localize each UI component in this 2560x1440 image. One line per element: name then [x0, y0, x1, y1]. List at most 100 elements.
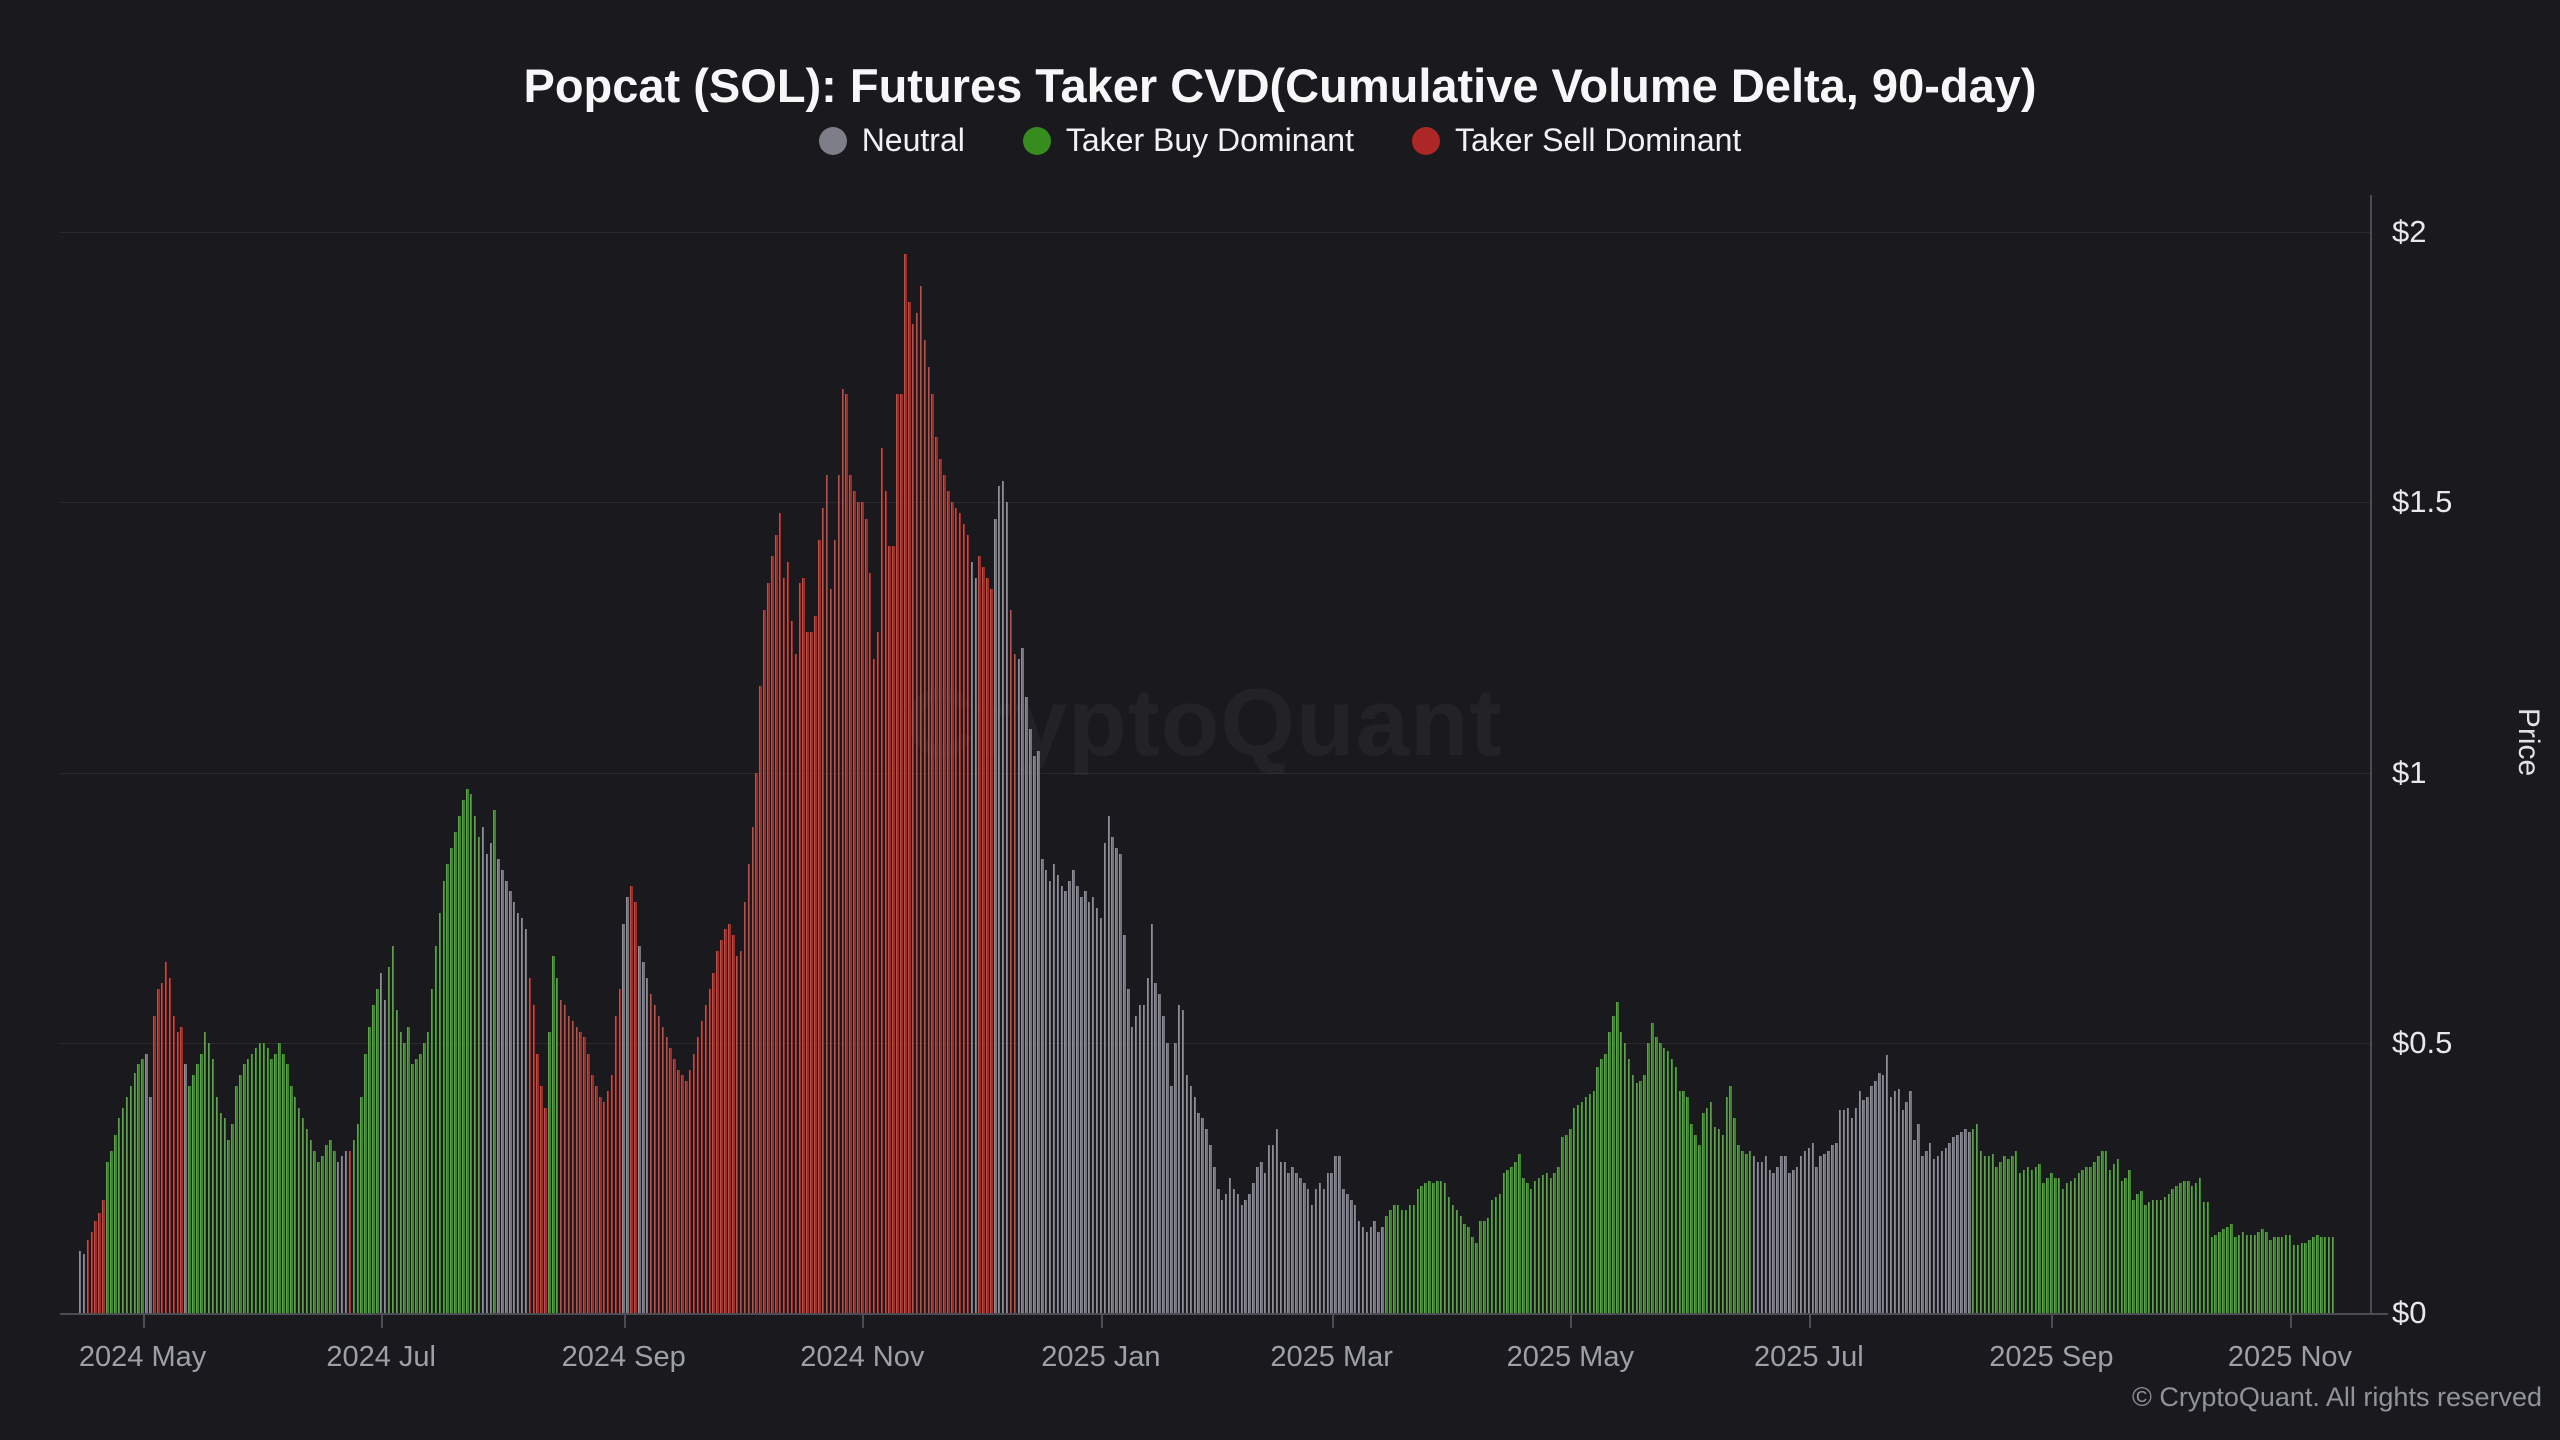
- neutral-price-bar: [1373, 1221, 1376, 1313]
- x-tick-label: 2025 Mar: [1270, 1341, 1393, 1373]
- neutral-price-bar: [383, 999, 387, 1313]
- buy-price-bar: [2288, 1234, 2292, 1313]
- buy-price-bar: [290, 1086, 293, 1313]
- buy-price-bar: [2140, 1191, 2143, 1313]
- sell-price-bar: [618, 988, 621, 1313]
- neutral-price-bar: [622, 923, 625, 1313]
- sell-price-bar: [771, 556, 774, 1313]
- neutral-price-bar: [1201, 1118, 1204, 1313]
- buy-price-bar: [2116, 1159, 2120, 1313]
- buy-price-bar: [2296, 1245, 2299, 1313]
- buy-price-bar: [415, 1059, 418, 1313]
- buy-price-bar: [2175, 1186, 2178, 1313]
- sell-price-bar: [876, 632, 880, 1313]
- neutral-price-bar: [1338, 1156, 1341, 1313]
- sell-price-bar: [915, 313, 919, 1313]
- buy-price-bar: [114, 1134, 117, 1313]
- buy-price-bar: [403, 1042, 406, 1314]
- legend-item-neutral: Neutral: [818, 122, 965, 159]
- buy-price-bar: [325, 1145, 328, 1313]
- buy-price-bar: [301, 1118, 305, 1313]
- buy-price-bar: [1541, 1175, 1545, 1313]
- sell-price-bar: [739, 950, 743, 1313]
- neutral-price-bar: [1369, 1226, 1372, 1313]
- neutral-price-bar: [1041, 859, 1044, 1313]
- neutral-price-bar: [336, 1161, 340, 1313]
- sell-price-bar: [872, 659, 876, 1313]
- neutral-price-bar: [184, 1064, 187, 1313]
- neutral-price-bar: [1842, 1110, 1846, 1313]
- buy-price-bar: [442, 880, 445, 1313]
- buy-price-bar: [2222, 1229, 2225, 1313]
- neutral-price-bar: [516, 913, 520, 1313]
- buy-price-bar: [1682, 1091, 1685, 1313]
- buy-price-bar: [309, 1140, 312, 1313]
- sell-price-bar: [904, 253, 907, 1313]
- buy-price-bar: [317, 1161, 320, 1313]
- neutral-price-bar: [1048, 880, 1052, 1313]
- neutral-price-bar: [1365, 1231, 1369, 1313]
- buy-price-bar: [2093, 1161, 2096, 1313]
- neutral-price-bar: [1925, 1150, 1928, 1313]
- neutral-price-bar: [1893, 1091, 1897, 1313]
- sell-price-bar: [681, 1075, 684, 1313]
- buy-price-bar: [2011, 1156, 2014, 1313]
- buy-price-bar: [2269, 1240, 2272, 1313]
- neutral-price-bar: [1033, 756, 1036, 1313]
- buy-price-bar: [266, 1048, 269, 1313]
- buy-price-bar: [1385, 1215, 1388, 1313]
- buy-price-bar: [493, 810, 496, 1313]
- sell-price-bar: [935, 437, 938, 1313]
- buy-price-bar: [1537, 1177, 1541, 1313]
- sell-price-bar: [610, 1075, 614, 1313]
- sell-price-bar: [661, 1026, 665, 1313]
- buy-price-bar: [215, 1096, 219, 1313]
- buy-price-bar: [2198, 1177, 2202, 1313]
- buy-price-bar: [1975, 1123, 1979, 1313]
- x-tick-label: 2025 Jan: [1041, 1341, 1161, 1373]
- buy-price-bar: [1612, 1015, 1615, 1313]
- neutral-price-bar: [1968, 1131, 1971, 1313]
- neutral-price-bar: [1185, 1075, 1189, 1313]
- x-tick-mark: [862, 1313, 865, 1328]
- buy-price-bar: [1522, 1177, 1525, 1313]
- neutral-price-bar: [1905, 1102, 1908, 1313]
- buy-price-bar: [297, 1107, 301, 1313]
- buy-price-bar: [293, 1096, 297, 1313]
- x-tick-mark: [1100, 1313, 1103, 1328]
- buy-price-bar: [2112, 1164, 2116, 1313]
- buy-price-bar: [2265, 1231, 2268, 1313]
- buy-price-bar: [1991, 1153, 1994, 1313]
- neutral-price-bar: [1330, 1172, 1333, 1313]
- buy-price-bar: [129, 1086, 133, 1313]
- buy-price-bar: [1561, 1137, 1564, 1313]
- neutral-price-bar: [1271, 1145, 1275, 1313]
- sell-price-bar: [751, 826, 754, 1313]
- neutral-price-bar: [1162, 1015, 1165, 1313]
- buy-price-bar: [1987, 1156, 1990, 1313]
- buy-price-bar: [1572, 1107, 1576, 1313]
- neutral-price-bar: [970, 561, 974, 1313]
- buy-price-bar: [1475, 1242, 1478, 1313]
- neutral-price-bar: [1177, 1004, 1181, 1313]
- sell-price-bar: [833, 540, 837, 1313]
- buy-price-bar: [1412, 1204, 1416, 1313]
- neutral-price-bar: [1346, 1194, 1349, 1313]
- buy-price-bar: [1447, 1196, 1451, 1313]
- buy-price-bar: [1705, 1107, 1709, 1313]
- neutral-price-bar: [638, 945, 641, 1313]
- neutral-price-bar: [1932, 1159, 1936, 1313]
- buy-price-bar: [2320, 1237, 2323, 1313]
- buy-price-bar: [1479, 1221, 1482, 1313]
- neutral-price-bar: [1138, 1004, 1142, 1313]
- neutral-price-bar: [1303, 1183, 1306, 1313]
- sell-price-bar: [168, 977, 172, 1313]
- neutral-price-bar: [1142, 1004, 1146, 1313]
- buy-price-bar: [2308, 1240, 2311, 1313]
- buy-price-bar: [1424, 1183, 1427, 1313]
- sell-price-bar: [978, 556, 981, 1313]
- neutral-price-bar: [1146, 977, 1150, 1313]
- buy-price-bar: [1721, 1134, 1725, 1313]
- sell-price-bar: [810, 632, 813, 1313]
- buy-price-bar: [141, 1059, 144, 1313]
